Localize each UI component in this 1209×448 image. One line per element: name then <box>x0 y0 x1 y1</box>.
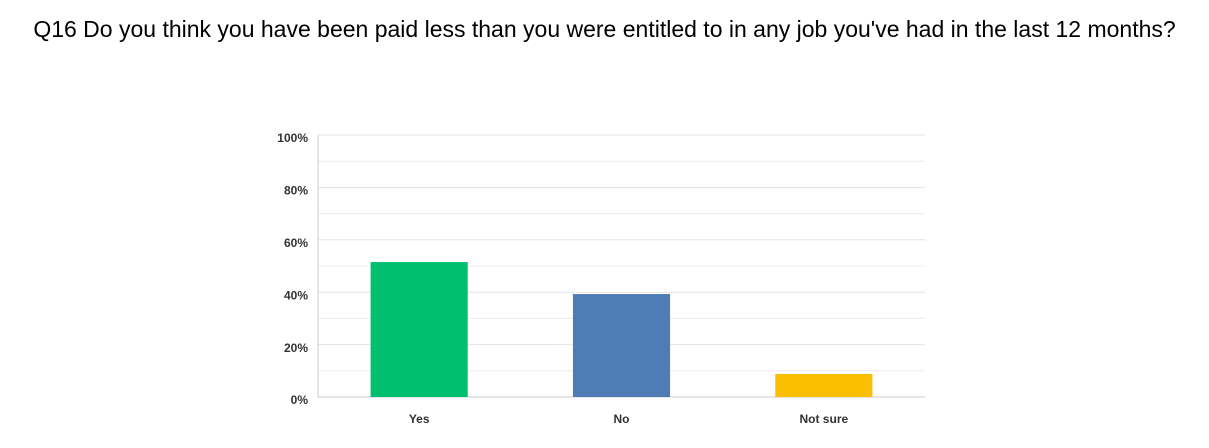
y-tick-label: 60% <box>284 236 308 250</box>
y-tick-label: 100% <box>277 131 308 145</box>
x-tick-label: No <box>614 412 630 426</box>
bar <box>572 294 671 397</box>
y-tick-label: 0% <box>291 393 309 407</box>
x-tick-label: Yes <box>409 412 430 426</box>
x-tick-label: Not sure <box>799 412 848 426</box>
y-tick-label: 40% <box>284 288 308 302</box>
y-tick-label: 80% <box>284 184 308 198</box>
y-tick-label: 20% <box>284 341 308 355</box>
chart-title: Q16 Do you think you have been paid less… <box>33 16 1176 42</box>
bar <box>775 373 873 397</box>
bar <box>370 262 468 397</box>
